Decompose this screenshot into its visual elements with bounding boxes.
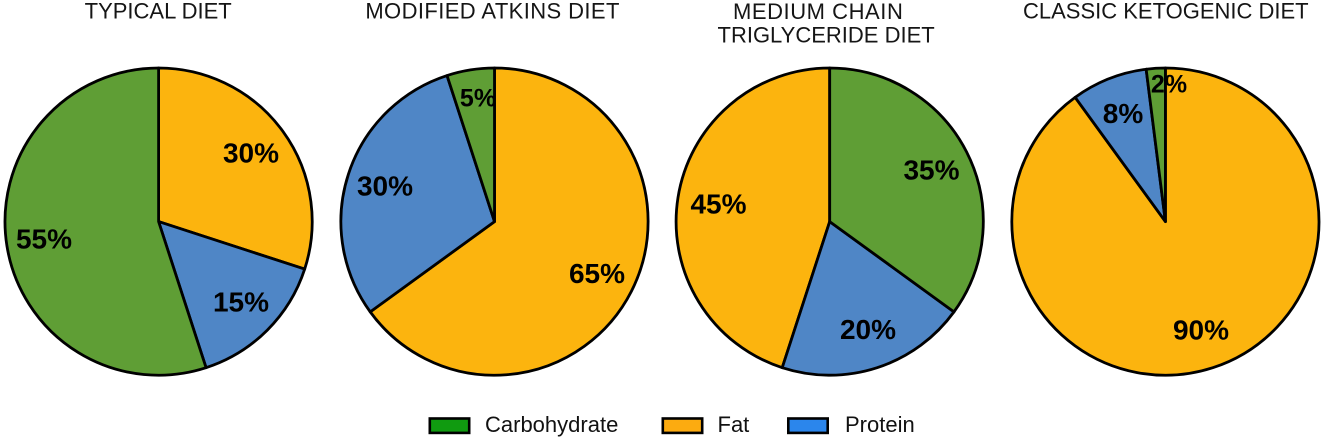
svg-text:5%: 5%: [460, 85, 496, 113]
svg-text:TYPICAL DIET: TYPICAL DIET: [85, 0, 232, 24]
svg-text:20%: 20%: [840, 314, 896, 345]
svg-text:Protein: Protein: [845, 412, 915, 437]
svg-text:90%: 90%: [1173, 314, 1229, 345]
svg-text:Fat: Fat: [718, 412, 750, 437]
svg-text:30%: 30%: [223, 137, 279, 168]
svg-text:8%: 8%: [1103, 98, 1144, 129]
svg-text:2%: 2%: [1151, 71, 1187, 99]
svg-text:45%: 45%: [690, 188, 746, 219]
svg-text:MEDIUM CHAIN: MEDIUM CHAIN: [733, 0, 903, 24]
svg-text:35%: 35%: [903, 154, 959, 185]
svg-text:65%: 65%: [569, 258, 625, 289]
svg-text:MODIFIED ATKINS DIET: MODIFIED ATKINS DIET: [365, 0, 620, 24]
svg-text:30%: 30%: [357, 170, 413, 201]
svg-text:CLASSIC KETOGENIC DIET: CLASSIC KETOGENIC DIET: [1023, 0, 1309, 24]
svg-text:55%: 55%: [16, 223, 72, 254]
svg-text:15%: 15%: [213, 286, 269, 317]
svg-text:Carbohydrate: Carbohydrate: [485, 412, 618, 437]
svg-text:TRIGLYCERIDE DIET: TRIGLYCERIDE DIET: [718, 22, 935, 47]
